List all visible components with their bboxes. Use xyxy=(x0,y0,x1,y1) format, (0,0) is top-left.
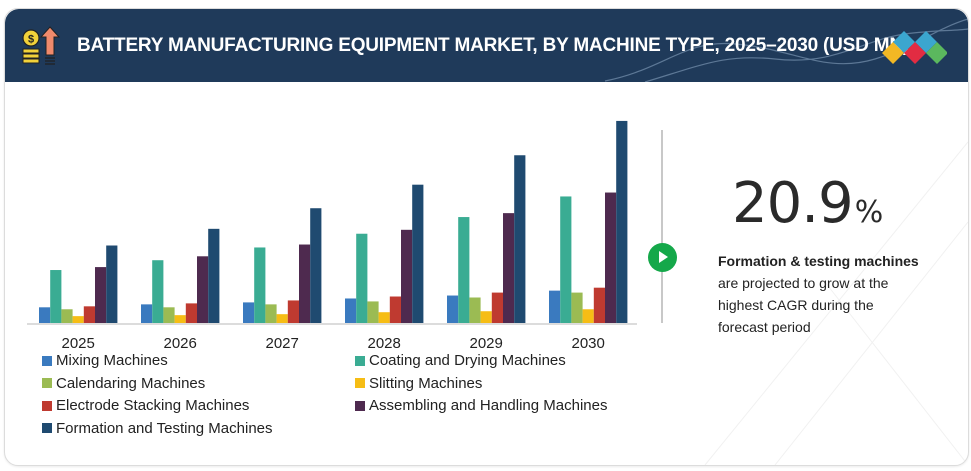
bar-2027-formation-and-testing-machines xyxy=(310,208,322,323)
legend-label: Coating and Drying Machines xyxy=(369,352,566,369)
bar-2030-slitting-machines xyxy=(582,309,594,323)
bar-2029-electrode-stacking-machines xyxy=(491,292,503,323)
vertical-divider xyxy=(661,130,663,323)
legend-label: Calendaring Machines xyxy=(56,374,206,392)
bar-2027-slitting-machines xyxy=(276,314,288,323)
bar-2025-mixing-machines xyxy=(39,307,51,323)
bar-2029-mixing-machines xyxy=(447,295,459,323)
bar-2030-calendaring-machines xyxy=(571,292,583,323)
bar-2026-slitting-machines xyxy=(174,315,186,323)
cagr-number: 20.9 xyxy=(732,171,854,236)
bar-2030-mixing-machines xyxy=(549,290,561,323)
bar-2030-formation-and-testing-machines xyxy=(616,120,628,323)
callout-heading: Formation & testing machines xyxy=(718,253,919,269)
x-tick-label: 2025 xyxy=(62,335,95,352)
legend-item: Slitting Machines xyxy=(355,375,482,392)
bar-2026-mixing-machines xyxy=(141,304,153,323)
bar-2028-calendaring-machines xyxy=(367,301,379,323)
bar-2028-assembling-and-handling-machines xyxy=(401,229,413,323)
callout-line-1: are projected to grow at the xyxy=(718,275,889,291)
legend-swatch xyxy=(355,355,365,366)
x-tick-label: 2030 xyxy=(572,335,605,352)
bar-2026-electrode-stacking-machines xyxy=(185,303,197,323)
legend-item: Calendaring Machines xyxy=(42,375,205,392)
play-circle-icon xyxy=(648,243,677,272)
bar-2025-assembling-and-handling-machines xyxy=(95,267,107,323)
legend-item: Coating and Drying Machines xyxy=(355,352,566,369)
bar-2027-calendaring-machines xyxy=(265,304,277,323)
bar-2028-slitting-machines xyxy=(378,312,390,323)
bar-2026-coating-and-drying-machines xyxy=(152,260,164,323)
bar-2029-assembling-and-handling-machines xyxy=(503,213,515,323)
legend-item: Mixing Machines xyxy=(42,352,168,369)
decorative-background-lines xyxy=(704,141,968,465)
legend-item: Electrode Stacking Machines xyxy=(42,397,249,414)
bar-2028-coating-and-drying-machines xyxy=(356,233,368,323)
header-bar: $ BATTERY MANUFACTURING EQUIPMENT MARKET… xyxy=(5,9,968,82)
legend-swatch xyxy=(355,378,365,388)
bar-2026-formation-and-testing-machines xyxy=(208,228,220,323)
bar-2029-calendaring-machines xyxy=(469,297,481,323)
legend-swatch xyxy=(42,355,52,366)
cagr-percent-sign: % xyxy=(854,195,883,230)
bar-2028-mixing-machines xyxy=(345,298,357,323)
bar-2025-electrode-stacking-machines xyxy=(83,306,95,323)
bar-2025-coating-and-drying-machines xyxy=(50,270,62,323)
bar-2029-slitting-machines xyxy=(480,311,492,323)
bar-2025-slitting-machines xyxy=(72,316,84,323)
bar-2030-electrode-stacking-machines xyxy=(593,287,605,323)
bar-2029-formation-and-testing-machines xyxy=(514,155,526,323)
legend-item: Formation and Testing Machines xyxy=(42,420,273,437)
x-tick-label: 2026 xyxy=(164,335,197,352)
bar-2025-formation-and-testing-machines xyxy=(106,245,118,323)
x-tick-label: 2029 xyxy=(470,335,503,352)
bar-2030-assembling-and-handling-machines xyxy=(605,192,617,323)
x-tick-label: 2028 xyxy=(368,335,401,352)
legend-label: Mixing Machines xyxy=(56,352,168,369)
callout-line-3: forecast period xyxy=(718,319,811,335)
x-tick-label: 2027 xyxy=(266,335,299,352)
bar-2026-calendaring-machines xyxy=(163,307,175,323)
bar-2030-coating-and-drying-machines xyxy=(560,196,572,323)
legend-swatch xyxy=(42,423,52,433)
coins-growth-icon: $ xyxy=(22,26,61,65)
legend-swatch xyxy=(355,400,365,411)
bar-2029-coating-and-drying-machines xyxy=(458,217,470,323)
cagr-value: 20.9% xyxy=(732,171,883,236)
svg-text:$: $ xyxy=(28,34,34,46)
bar-2027-assembling-and-handling-machines xyxy=(299,244,311,323)
bar-2026-assembling-and-handling-machines xyxy=(197,256,209,323)
diamond-tiles-logo xyxy=(882,31,947,64)
bar-2027-coating-and-drying-machines xyxy=(254,247,266,323)
chart-title: BATTERY MANUFACTURING EQUIPMENT MARKET, … xyxy=(77,35,910,56)
legend-label: Electrode Stacking Machines xyxy=(56,397,250,414)
infographic-card: $ BATTERY MANUFACTURING EQUIPMENT MARKET… xyxy=(4,8,969,466)
legend-item: Assembling and Handling Machines xyxy=(355,397,607,414)
cagr-description: Formation & testing machines are project… xyxy=(718,250,948,338)
legend-swatch xyxy=(42,400,52,411)
legend-label: Assembling and Handling Machines xyxy=(369,397,608,414)
bar-2027-electrode-stacking-machines xyxy=(287,300,299,323)
legend-swatch xyxy=(42,378,52,388)
bar-2028-electrode-stacking-machines xyxy=(389,296,401,323)
legend-label: Slitting Machines xyxy=(369,374,483,392)
bar-2025-calendaring-machines xyxy=(61,309,73,323)
legend-label: Formation and Testing Machines xyxy=(56,419,273,437)
bar-2028-formation-and-testing-machines xyxy=(412,184,424,323)
callout-line-2: highest CAGR during the xyxy=(718,297,874,313)
bar-2027-mixing-machines xyxy=(243,302,255,323)
